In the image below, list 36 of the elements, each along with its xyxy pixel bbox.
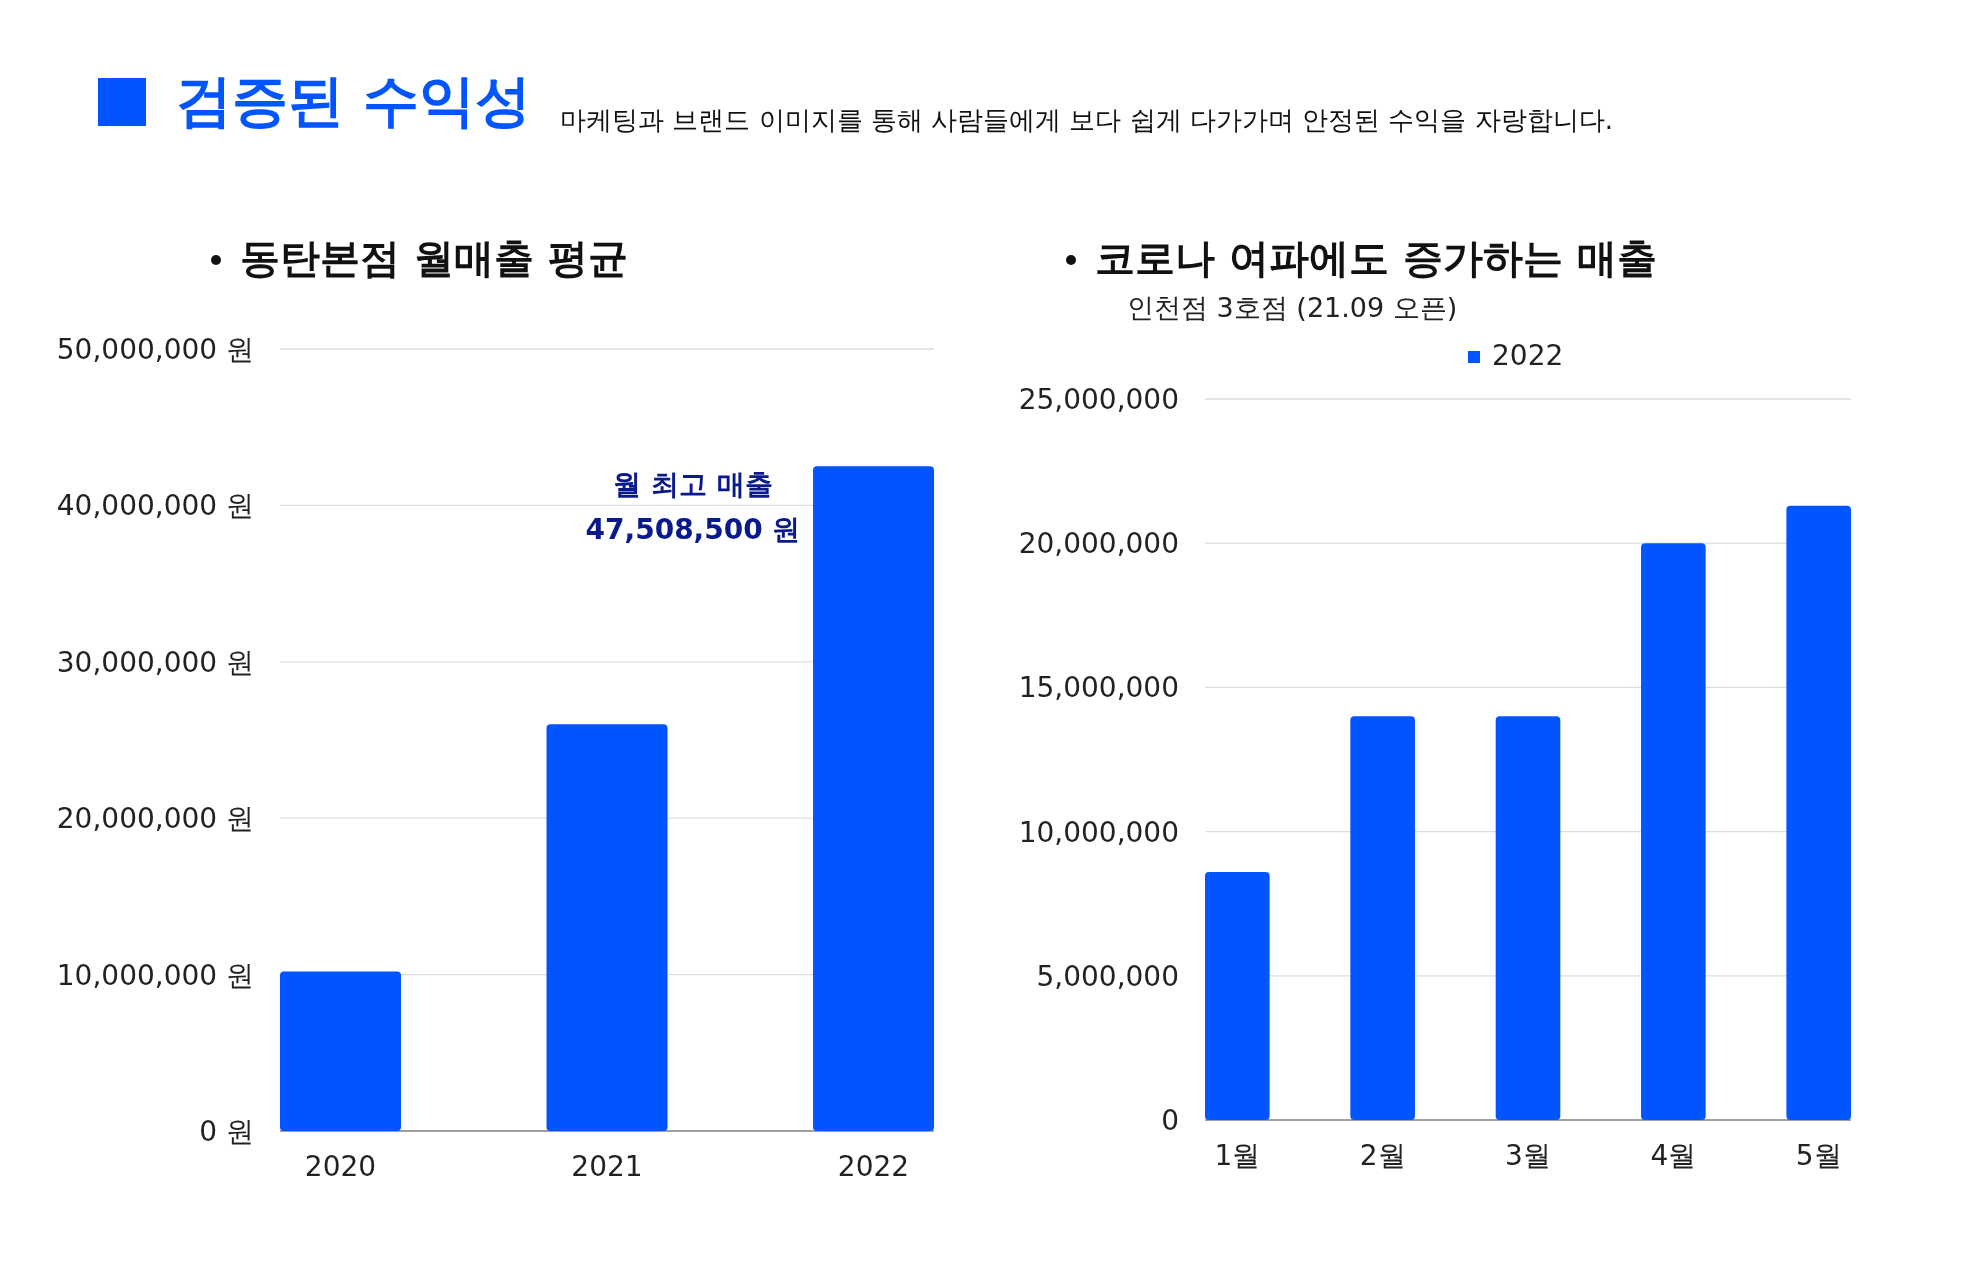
x-tick-label: 5월	[1795, 1139, 1842, 1172]
x-tick-label: 2월	[1359, 1139, 1406, 1172]
text: 검증된 수익성	[176, 68, 532, 133]
x-tick-label: 2021	[571, 1150, 643, 1183]
y-tick-label: 0	[1161, 1104, 1179, 1137]
x-tick-label: 4월	[1650, 1139, 1697, 1172]
x-tick-label: 1월	[1214, 1139, 1261, 1172]
bar	[280, 971, 401, 1131]
x-tick-label: 2020	[304, 1150, 377, 1183]
chart-subtitle: 인천점 3호점 (21.09 오픈)	[1127, 292, 1458, 323]
bar	[1641, 543, 1706, 1120]
bar	[1350, 716, 1415, 1120]
bar	[813, 466, 934, 1131]
bar	[546, 724, 668, 1131]
chart-title: 동탄본점 월매출 평균	[240, 235, 628, 281]
chart-title: 코로나 여파에도 증가하는 매출	[1095, 235, 1657, 281]
y-tick-label: 10,000,000	[1018, 815, 1179, 849]
annotation: 월 최고 매출	[613, 468, 773, 501]
x-tick-label: 3월	[1505, 1139, 1551, 1172]
y-tick-label: 0 원	[199, 1115, 254, 1148]
annotation: 47,508,500 원	[585, 513, 801, 546]
y-tick-label: 50,000,000 원	[56, 333, 254, 366]
x-tick-label: 2022	[837, 1150, 910, 1183]
y-tick-label: 10,000,000 원	[56, 958, 254, 992]
y-tick-label: 20,000,000	[1018, 527, 1179, 561]
text: 마케팅과 브랜드 이미지를 통해 사람들에게 보다 쉽게 다가가며 안정된 수익을 자랑합니다.	[560, 105, 1613, 135]
y-tick-label: 30,000,000 원	[56, 645, 254, 679]
y-tick-label: 20,000,000 원	[56, 802, 254, 836]
bar	[1495, 716, 1561, 1120]
y-tick-label: 40,000,000 원	[56, 489, 254, 523]
bar	[1205, 871, 1270, 1120]
legend-label: 2022	[1492, 339, 1564, 372]
y-tick-label: 25,000,000	[1018, 383, 1179, 416]
y-tick-label: 5,000,000	[1036, 959, 1179, 993]
y-tick-label: 15,000,000	[1018, 671, 1179, 705]
bar	[1786, 505, 1851, 1120]
